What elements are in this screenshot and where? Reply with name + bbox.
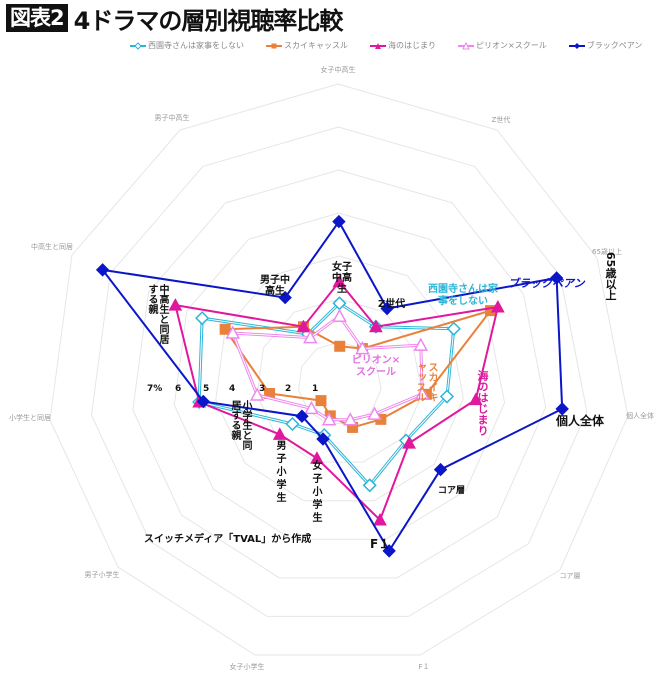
data-point-marker <box>285 416 300 432</box>
scale-3: 3 <box>259 384 265 394</box>
data-point-marker <box>304 400 319 415</box>
series-2 <box>168 274 505 526</box>
grid-ring <box>298 341 382 425</box>
scale-5: 5 <box>203 384 209 394</box>
data-point-marker <box>433 462 448 477</box>
legend-marker-icon <box>266 43 282 48</box>
grid-ring <box>132 169 547 579</box>
legend-marker-icon <box>130 41 146 50</box>
chart-title-block: 図表2 4ドラマの層別視聴率比較 <box>6 3 344 35</box>
data-point-marker <box>369 319 383 333</box>
axis-label: コア層 <box>560 572 581 580</box>
legend-item-umi: 海のはじまり <box>370 40 436 51</box>
radar-series <box>95 214 569 558</box>
legend-label: スカイキャッスル <box>284 41 348 50</box>
data-point-marker <box>249 387 265 401</box>
scale-1: 1 <box>312 384 318 394</box>
data-point-marker <box>272 427 287 440</box>
data-point-marker <box>415 386 430 400</box>
data-point-marker <box>303 330 318 344</box>
data-point-marker <box>334 340 346 352</box>
data-point-marker <box>225 325 241 339</box>
data-point-marker <box>355 341 370 355</box>
axis-label: 中高生と同居 <box>31 242 73 251</box>
grid-ring <box>49 83 629 656</box>
data-point-marker <box>295 409 309 423</box>
legend-label: ピリオン×スクール <box>476 41 547 50</box>
data-point-marker <box>343 412 358 426</box>
data-point-marker <box>196 394 210 409</box>
data-point-marker <box>310 451 324 464</box>
scale-labels: 7% 6 5 4 3 2 1 <box>147 384 318 394</box>
legend-item-sky: スカイキャッスル <box>266 40 348 51</box>
legend-label: 西園寺さんは家事をしない <box>148 41 244 50</box>
axis-label: 男子小学生 <box>85 570 120 579</box>
scale-7: 7% <box>147 384 162 394</box>
figure-badge: 図表2 <box>6 4 68 32</box>
legend: 西園寺さんは家事をしない スカイキャッスル 海のはじまり ピリオン×スクール ブ… <box>130 40 642 51</box>
series-4 <box>95 214 569 558</box>
legend-label: 海のはじまり <box>388 41 436 50</box>
legend-item-pillion: ピリオン×スクール <box>458 40 547 51</box>
axis-label: 個人全体 <box>626 411 654 420</box>
data-point-marker <box>316 432 330 446</box>
data-point-marker <box>95 263 110 277</box>
data-point-marker <box>555 402 569 416</box>
legend-item-black: ブラックペアン <box>568 40 643 51</box>
data-point-marker <box>413 337 429 351</box>
scale-6: 6 <box>175 384 181 394</box>
data-point-marker <box>332 214 346 229</box>
axis-label: F１ <box>418 663 429 671</box>
axis-label: 男子中高生 <box>155 113 190 122</box>
data-point-marker <box>168 298 183 311</box>
radar-grid <box>49 83 629 656</box>
data-point-marker <box>549 271 564 285</box>
data-point-marker <box>362 478 377 493</box>
data-point-marker <box>491 299 505 313</box>
data-point-marker <box>468 392 483 406</box>
data-point-marker <box>195 311 210 326</box>
legend-label: ブラックペアン <box>586 41 643 50</box>
legend-marker-icon <box>458 41 474 49</box>
grid-ring <box>256 298 423 463</box>
data-point-marker <box>382 544 396 558</box>
series-3 <box>225 308 430 426</box>
data-point-marker <box>296 319 311 333</box>
data-point-marker <box>367 406 382 420</box>
data-point-marker <box>315 395 327 407</box>
data-point-marker <box>219 323 231 335</box>
legend-marker-icon <box>370 42 386 49</box>
data-point-marker <box>332 274 347 288</box>
data-point-marker <box>402 436 416 449</box>
axis-label: 65歳以上 <box>592 247 622 256</box>
grid-ring <box>215 255 464 502</box>
data-point-marker <box>278 290 292 305</box>
axis-label: 小学生と同居 <box>9 413 51 422</box>
scale-4: 4 <box>229 384 235 394</box>
data-point-marker <box>446 321 461 336</box>
data-point-marker <box>321 412 337 426</box>
data-point-marker <box>332 308 347 322</box>
scale-2: 2 <box>285 384 291 394</box>
data-point-marker <box>380 301 394 316</box>
axis-label: 女子小学生 <box>230 662 265 671</box>
chart-title: 4ドラマの層別視聴率比較 <box>73 6 344 35</box>
data-point-marker <box>439 389 455 404</box>
axis-label: 女子中高生 <box>321 65 356 74</box>
grid-ring <box>173 212 506 540</box>
grid-ring <box>90 126 588 617</box>
axis-label: Z世代 <box>492 115 511 124</box>
legend-marker-icon <box>568 42 585 49</box>
data-point-marker <box>373 512 387 526</box>
legend-item-saionji: 西園寺さんは家事をしない <box>130 40 244 51</box>
